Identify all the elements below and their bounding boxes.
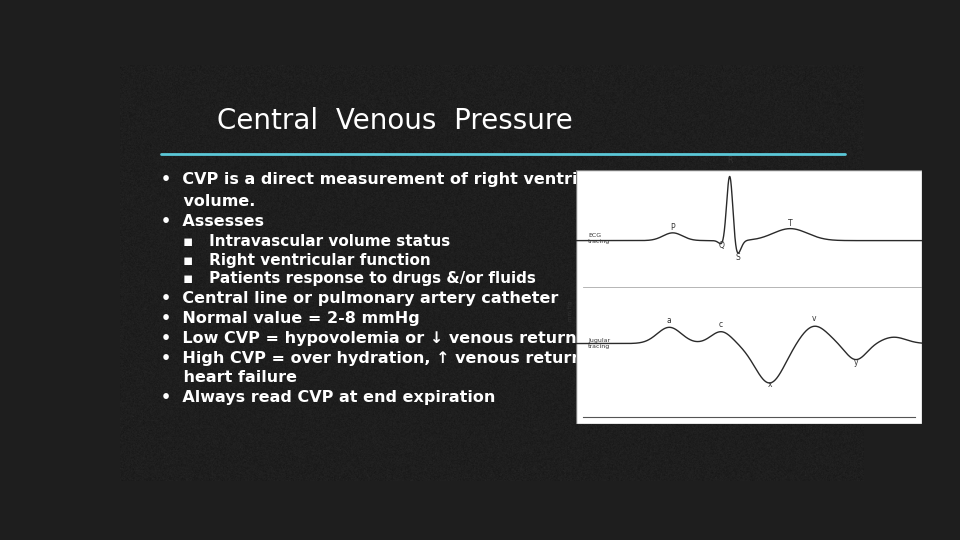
Text: Jugular
tracing: Jugular tracing <box>588 338 611 349</box>
Text: a: a <box>667 316 672 325</box>
Text: P: P <box>670 224 675 232</box>
Text: •  High CVP = over hydration, ↑ venous return, or right-sided: • High CVP = over hydration, ↑ venous re… <box>161 351 719 366</box>
Text: mm Hg: mm Hg <box>568 301 573 321</box>
Text: •  Normal value = 2-8 mmHg: • Normal value = 2-8 mmHg <box>161 311 420 326</box>
Text: Central  Venous  Pressure: Central Venous Pressure <box>217 107 572 135</box>
Text: S: S <box>735 253 740 262</box>
Text: x: x <box>767 380 772 389</box>
Text: R: R <box>727 156 732 165</box>
Text: ▪   Intravascular volume status: ▪ Intravascular volume status <box>183 234 450 249</box>
Text: ECG
tracing: ECG tracing <box>588 233 611 244</box>
Text: volume.: volume. <box>161 194 255 208</box>
Text: ▪   Right ventricular function: ▪ Right ventricular function <box>183 253 431 268</box>
Text: •  CVP is a direct measurement of right ventricular end diastolic: • CVP is a direct measurement of right v… <box>161 172 744 187</box>
Text: •  Assesses: • Assesses <box>161 214 264 230</box>
Text: T: T <box>788 219 793 228</box>
Text: •  Low CVP = hypovolemia or ↓ venous return: • Low CVP = hypovolemia or ↓ venous retu… <box>161 331 577 346</box>
Text: y: y <box>853 357 858 367</box>
Text: •  Always read CVP at end expiration: • Always read CVP at end expiration <box>161 390 495 405</box>
Text: •  Central line or pulmonary artery catheter: • Central line or pulmonary artery cathe… <box>161 291 559 306</box>
Text: v: v <box>812 314 817 323</box>
Text: heart failure: heart failure <box>161 370 297 385</box>
Text: c: c <box>719 320 723 329</box>
Text: Q: Q <box>719 241 725 251</box>
Text: ▪   Patients response to drugs &/or fluids: ▪ Patients response to drugs &/or fluids <box>183 272 536 286</box>
